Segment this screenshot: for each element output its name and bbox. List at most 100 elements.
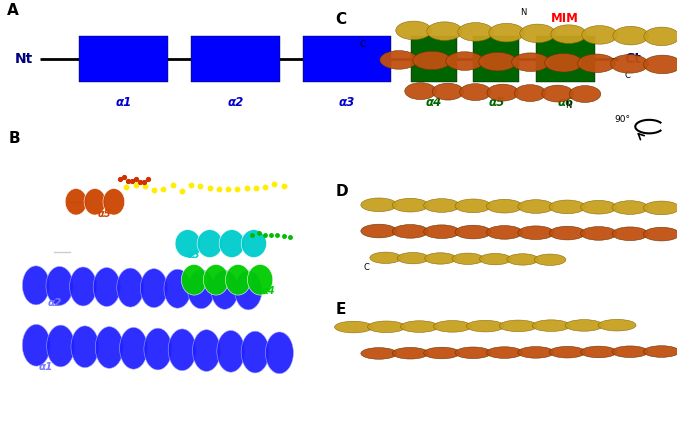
Ellipse shape (549, 226, 586, 240)
Ellipse shape (512, 53, 549, 71)
Ellipse shape (400, 321, 438, 333)
Ellipse shape (392, 347, 428, 359)
Ellipse shape (120, 327, 148, 369)
Ellipse shape (549, 200, 586, 214)
Text: α5: α5 (98, 209, 111, 219)
Text: α4: α4 (262, 286, 275, 296)
Ellipse shape (219, 230, 244, 257)
Ellipse shape (226, 265, 251, 295)
Ellipse shape (613, 26, 648, 45)
Ellipse shape (405, 83, 436, 100)
Ellipse shape (434, 321, 471, 332)
Ellipse shape (611, 54, 648, 73)
Ellipse shape (65, 189, 87, 215)
Text: α5: α5 (488, 96, 504, 109)
FancyBboxPatch shape (191, 36, 280, 82)
Ellipse shape (197, 230, 222, 257)
Ellipse shape (396, 21, 432, 40)
Ellipse shape (235, 271, 262, 310)
Ellipse shape (95, 327, 123, 368)
Ellipse shape (489, 23, 525, 42)
Ellipse shape (458, 23, 493, 41)
Ellipse shape (612, 346, 648, 357)
Text: α3: α3 (339, 96, 355, 109)
Text: α6: α6 (557, 96, 573, 109)
Ellipse shape (70, 267, 96, 306)
Ellipse shape (397, 252, 429, 264)
Ellipse shape (499, 320, 537, 332)
Ellipse shape (446, 52, 484, 70)
Ellipse shape (534, 254, 566, 265)
Ellipse shape (455, 199, 491, 213)
Ellipse shape (455, 347, 491, 359)
Ellipse shape (168, 329, 196, 371)
Ellipse shape (392, 225, 428, 238)
Text: N: N (566, 101, 572, 110)
Text: α1: α1 (116, 96, 132, 109)
Ellipse shape (487, 84, 518, 101)
Ellipse shape (644, 227, 679, 241)
FancyBboxPatch shape (79, 36, 168, 82)
Ellipse shape (532, 320, 570, 331)
Ellipse shape (425, 253, 456, 264)
Text: D: D (335, 184, 348, 199)
Ellipse shape (581, 200, 617, 214)
Ellipse shape (518, 200, 554, 214)
Ellipse shape (565, 319, 603, 331)
Ellipse shape (361, 224, 397, 238)
Ellipse shape (370, 252, 402, 263)
Ellipse shape (46, 266, 73, 306)
Ellipse shape (452, 253, 484, 265)
Text: C: C (625, 70, 631, 80)
Ellipse shape (361, 198, 397, 212)
Ellipse shape (479, 52, 516, 71)
Ellipse shape (581, 346, 617, 358)
Ellipse shape (486, 347, 523, 358)
Ellipse shape (103, 189, 124, 215)
Ellipse shape (644, 201, 679, 215)
Text: 90°: 90° (614, 114, 631, 124)
Ellipse shape (175, 230, 200, 257)
Ellipse shape (248, 265, 273, 295)
Ellipse shape (542, 85, 573, 102)
Ellipse shape (71, 326, 99, 368)
Ellipse shape (544, 54, 583, 72)
Ellipse shape (518, 226, 554, 240)
Ellipse shape (518, 346, 554, 358)
Ellipse shape (569, 86, 601, 103)
Ellipse shape (612, 227, 648, 241)
Text: B: B (8, 131, 20, 146)
Text: C: C (360, 40, 365, 49)
Ellipse shape (582, 26, 618, 44)
Text: C: C (363, 263, 369, 272)
Text: E: E (335, 302, 345, 317)
Text: α2: α2 (48, 298, 62, 308)
Ellipse shape (93, 268, 120, 306)
Text: α2: α2 (227, 96, 244, 109)
Ellipse shape (265, 332, 293, 374)
Ellipse shape (423, 347, 460, 359)
Ellipse shape (140, 269, 168, 308)
Text: N: N (520, 8, 527, 17)
FancyBboxPatch shape (302, 36, 391, 82)
Ellipse shape (577, 54, 616, 73)
Ellipse shape (423, 199, 460, 212)
Ellipse shape (486, 225, 523, 239)
Ellipse shape (241, 331, 269, 373)
Ellipse shape (334, 321, 373, 333)
Ellipse shape (427, 22, 462, 41)
Ellipse shape (644, 346, 679, 357)
Ellipse shape (612, 201, 648, 214)
Ellipse shape (203, 265, 228, 295)
Ellipse shape (644, 27, 679, 46)
Ellipse shape (392, 198, 428, 212)
Ellipse shape (23, 325, 51, 366)
Ellipse shape (581, 227, 617, 240)
Ellipse shape (84, 189, 106, 215)
Ellipse shape (507, 254, 538, 265)
FancyBboxPatch shape (473, 36, 519, 82)
Text: A: A (7, 3, 19, 18)
Ellipse shape (486, 199, 523, 213)
Ellipse shape (211, 271, 238, 309)
Ellipse shape (187, 270, 215, 309)
